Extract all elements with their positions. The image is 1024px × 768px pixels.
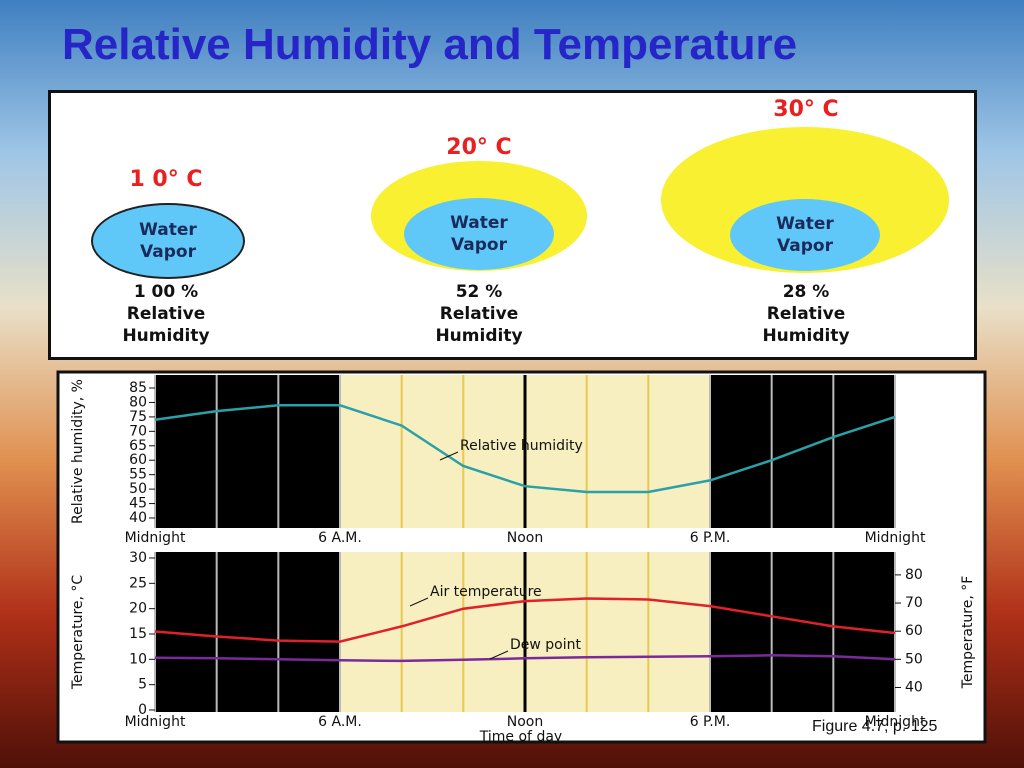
leader-line (489, 650, 509, 660)
water-vapor-label: Water Vapor (776, 214, 834, 256)
y2-tick-label: 50 (905, 651, 923, 667)
y-tick-label: 75 (129, 409, 147, 425)
x-tick-label: Noon (507, 530, 543, 546)
series-line (154, 654, 896, 663)
y-tick-label: 65 (129, 438, 147, 454)
humidity-value: 28 % (782, 282, 830, 302)
x-tick-label: 6 A.M. (318, 530, 362, 546)
temperature: 30° C (773, 97, 839, 122)
y-tick-label: 85 (129, 380, 147, 396)
y-axis-label: Temperature, °C (70, 575, 86, 691)
humidity: 52 % Relative Humidity (329, 281, 629, 347)
diagram-item: 20° C Water Vapor 52 % Relative Humidity (329, 93, 629, 357)
series-line (154, 404, 896, 494)
diagram-item: 30° C Water Vapor 28 % Relative Humidity (656, 93, 956, 357)
y-tick-label: 15 (129, 626, 147, 642)
x-tick-label: 6 P.M. (690, 714, 731, 730)
humidity: 1 00 % Relative Humidity (16, 281, 316, 347)
water-vapor: Water Vapor (404, 198, 554, 270)
leader-line (439, 451, 459, 461)
y-tick-label: 70 (129, 423, 147, 439)
y2-tick-label: 40 (905, 679, 923, 695)
y-tick-label: 0 (138, 702, 147, 718)
y-tick-label: 20 (129, 601, 147, 617)
x-tick-label: 6 P.M. (690, 530, 731, 546)
x-axis-label: Time of day (479, 729, 562, 745)
humidity: 28 % Relative Humidity (656, 281, 956, 347)
series-label: Relative humidity (460, 438, 583, 454)
series-label: Air temperature (430, 584, 542, 600)
series-line (154, 597, 896, 643)
humidity-caption: Relative Humidity (122, 304, 210, 346)
diagram: 1 0° C Water Vapor 1 00 % Relative Humidi… (48, 90, 977, 360)
y2-tick-label: 80 (905, 567, 923, 583)
humidity-caption: Relative Humidity (435, 304, 523, 346)
y-tick-label: 80 (129, 394, 147, 410)
humidity-value: 52 % (455, 282, 503, 302)
humidity-caption: Relative Humidity (762, 304, 850, 346)
temperature: 20° C (446, 135, 512, 160)
y-tick-label: 45 (129, 496, 147, 512)
y-tick-label: 55 (129, 467, 147, 483)
slide-title: Relative Humidity and Temperature (62, 20, 798, 69)
leader-line (409, 597, 429, 607)
y-tick-label: 60 (129, 452, 147, 468)
x-tick-label: Noon (507, 714, 543, 730)
y2-tick-label: 70 (905, 595, 923, 611)
x-tick-label: 6 A.M. (318, 714, 362, 730)
x-tick-label: Midnight (125, 530, 186, 546)
y2-axis-label: Temperature, °F (960, 576, 976, 690)
y-tick-label: 50 (129, 481, 147, 497)
humidity-value: 1 00 % (133, 282, 199, 302)
water-vapor-label: Water Vapor (450, 213, 508, 255)
y-tick-label: 25 (129, 575, 147, 591)
x-tick-label: Midnight (865, 714, 926, 730)
x-tick-label: Midnight (865, 530, 926, 546)
water-vapor-label: Water Vapor (139, 220, 197, 262)
temperature: 1 0° C (129, 167, 203, 192)
y-tick-label: 30 (129, 550, 147, 566)
water-vapor: Water Vapor (730, 199, 880, 271)
y2-tick-label: 60 (905, 623, 923, 639)
y-axis-label: Relative humidity, % (70, 379, 86, 524)
figure-caption: Figure 4.7, p. 125 (812, 718, 938, 735)
y-tick-label: 10 (129, 651, 147, 667)
series-label: Dew point (510, 637, 582, 653)
y-tick-label: 40 (129, 510, 147, 526)
x-tick-label: Midnight (125, 714, 186, 730)
y-tick-label: 5 (138, 677, 147, 693)
diagram-item: 1 0° C Water Vapor 1 00 % Relative Humidi… (16, 93, 316, 357)
water-vapor: Water Vapor (91, 203, 245, 279)
